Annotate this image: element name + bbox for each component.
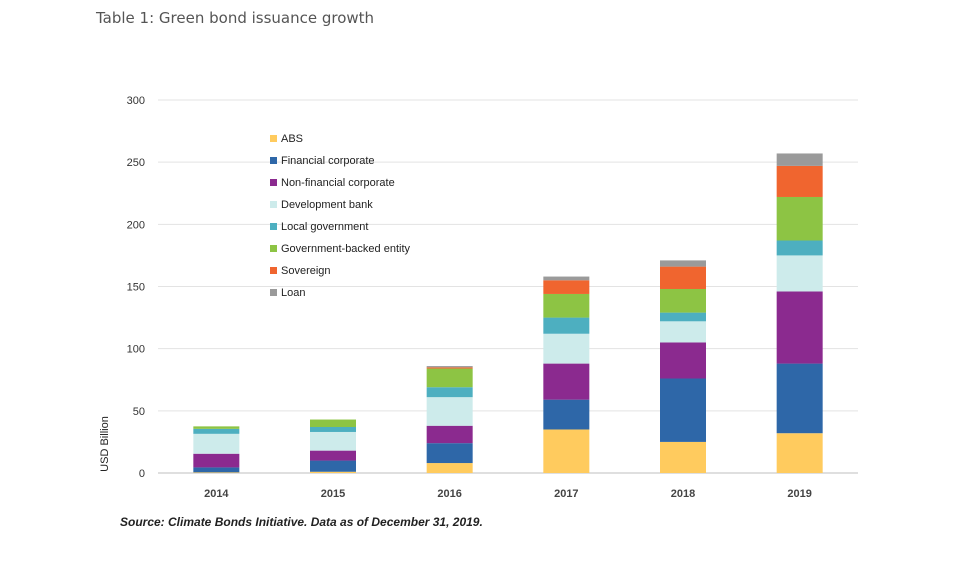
bar-segment	[776, 363, 823, 434]
bar-segment	[310, 460, 356, 472]
y-tick-label: 150	[127, 282, 145, 294]
bar-segment	[660, 321, 706, 343]
bar-segment	[660, 312, 706, 322]
bar-segment	[543, 276, 590, 281]
source-note: Source: Climate Bonds Initiative. Data a…	[120, 515, 483, 529]
bar-segment	[310, 419, 356, 427]
legend-label: Government-backed entity	[281, 243, 411, 255]
y-axis-label: USD Billion	[99, 416, 111, 472]
bar-segment	[193, 453, 240, 468]
legend-label: Financial corporate	[281, 155, 375, 167]
x-tick-label: 2016	[437, 488, 461, 500]
x-tick-label: 2017	[554, 488, 578, 500]
bar-segment	[543, 429, 590, 473]
y-axis-ticks: 0 50 100 150 200 250 300	[127, 95, 145, 480]
legend-swatch	[270, 157, 277, 164]
legend-swatch	[270, 267, 277, 274]
bar-segment	[660, 342, 706, 379]
bar-segment	[660, 441, 706, 473]
bar-segment	[776, 165, 823, 197]
legend-swatch	[270, 245, 277, 252]
bar-segment	[310, 426, 356, 432]
y-tick-label: 250	[127, 157, 145, 169]
bar-segment	[426, 443, 473, 464]
y-tick-label: 0	[139, 468, 145, 480]
y-tick-label: 50	[133, 406, 145, 418]
bar-segment	[426, 397, 473, 426]
bar-segment	[660, 288, 706, 313]
bar-segment	[776, 196, 823, 241]
legend-label: ABS	[281, 133, 303, 145]
bar-segment	[543, 363, 590, 400]
bar-segment	[776, 240, 823, 256]
bar-segment	[426, 367, 473, 369]
bar-segment	[310, 450, 356, 461]
y-tick-label: 100	[127, 344, 145, 356]
bar-segment	[193, 426, 240, 429]
x-tick-label: 2019	[787, 488, 811, 500]
bar-segment	[543, 293, 590, 318]
legend-swatch	[270, 179, 277, 186]
legend-swatch	[270, 135, 277, 142]
bar-segment	[776, 255, 823, 292]
y-tick-label: 300	[127, 95, 145, 107]
bar-segment	[543, 333, 590, 364]
legend-label: Non-financial corporate	[281, 177, 395, 189]
bars	[193, 153, 823, 473]
bar-segment	[193, 428, 240, 434]
legend-label: Local government	[281, 221, 368, 233]
bar-segment	[426, 387, 473, 398]
legend-label: Sovereign	[281, 265, 331, 277]
gridlines	[158, 99, 858, 474]
bar-segment	[193, 467, 240, 473]
bar-segment	[776, 153, 823, 166]
x-tick-label: 2018	[671, 488, 695, 500]
bar-segment	[660, 378, 706, 442]
bar-segment	[543, 280, 590, 294]
bar-segment	[543, 399, 590, 430]
bar-segment	[426, 368, 473, 388]
bar-segment	[776, 433, 823, 473]
bar-segment	[543, 317, 590, 334]
x-axis-ticks: 2014 2015 2016 2017 2018 2019	[204, 488, 812, 500]
legend-swatch	[270, 223, 277, 230]
legend: ABS Financial corporate Non-financial corp…	[270, 133, 411, 299]
legend-swatch	[270, 201, 277, 208]
legend-swatch	[270, 289, 277, 296]
bar-segment	[426, 425, 473, 444]
bar-segment	[660, 266, 706, 289]
legend-label: Development bank	[281, 199, 373, 211]
bar-segment	[193, 472, 240, 473]
y-tick-label: 200	[127, 219, 145, 231]
bar-segment	[193, 433, 240, 454]
bar-segment	[776, 291, 823, 364]
legend-label: Loan	[281, 287, 305, 299]
bar-segment	[426, 366, 473, 368]
bar-segment	[310, 471, 356, 473]
bar-segment	[310, 431, 356, 451]
bar-segment	[426, 463, 473, 473]
x-tick-label: 2014	[204, 488, 229, 500]
table-title: Table 1: Green bond issuance growth	[96, 9, 375, 27]
x-tick-label: 2015	[321, 488, 345, 500]
bar-segment	[660, 260, 706, 267]
